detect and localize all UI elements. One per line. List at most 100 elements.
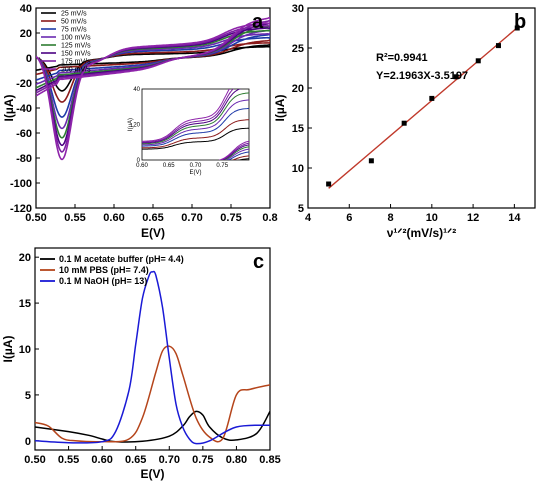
legend-label: 50 mV/s xyxy=(61,19,87,26)
x-tick-label: 4 xyxy=(305,212,312,224)
inset-x-tick: 0.70 xyxy=(190,163,202,169)
legend-label: 25 mV/s xyxy=(61,11,87,18)
panel-b-chart: 4 6 8 10 12 14 5 10 15 20 25 30 ν¹ᐟ²(mV/s)¹ᐟ² I(µA) R²… xyxy=(273,3,536,240)
inset-y-label: I(µA) xyxy=(128,118,134,131)
x-tick-label: 0.8 xyxy=(262,212,277,224)
inset-curve-forward xyxy=(142,99,249,146)
inset-curve-forward xyxy=(142,107,249,147)
x-tick-label: 0.60 xyxy=(91,454,112,466)
data-point xyxy=(368,158,374,164)
legend-label: 100 mV/s xyxy=(61,35,91,42)
data-point xyxy=(475,58,481,64)
inset-curve-forward xyxy=(142,92,249,145)
y-tick-label: 10 xyxy=(292,163,304,175)
panel-letter-b: b xyxy=(514,11,526,33)
x-axis-label: E(V) xyxy=(141,226,165,240)
x-tick-label: 12 xyxy=(467,212,479,224)
legend-label: 0.1 M NaOH (pH= 13) xyxy=(59,276,147,286)
x-tick-label: 0.65 xyxy=(125,454,146,466)
x-tick-label: 0.55 xyxy=(58,454,79,466)
inset-curve-forward xyxy=(142,89,234,143)
y-tick-label: 15 xyxy=(19,298,31,310)
inset-curve-reverse xyxy=(227,151,249,160)
inset-curve-forward xyxy=(142,119,249,149)
x-tick-label: 0.80 xyxy=(226,454,247,466)
y-tick-label: 10 xyxy=(19,344,31,356)
x-tick-label: 0.50 xyxy=(25,212,46,224)
dpv-curve xyxy=(35,270,270,445)
plot-frame xyxy=(307,7,536,209)
data-point xyxy=(401,120,407,126)
inset-x-label: E(V) xyxy=(190,170,202,176)
y-tick-label: 20 xyxy=(20,28,32,40)
y-tick-label: -60 xyxy=(16,128,32,140)
y-axis-label: I(µA) xyxy=(1,336,15,363)
y-tick-label: 5 xyxy=(25,390,31,402)
panel-a-chart: 0.50 0.55 0.60 0.65 0.70 0.75 0.8 40 20 0 -20 -40 -6… xyxy=(2,3,278,240)
dpv-curve xyxy=(35,410,270,443)
y-tick-label: 20 xyxy=(292,83,304,95)
data-point xyxy=(514,25,520,31)
y-axis-label: I(µA) xyxy=(2,95,16,122)
inset-curve-reverse xyxy=(224,148,249,160)
panel-letter-c: c xyxy=(253,251,264,273)
r-squared-annotation: R²=0.9941 xyxy=(376,52,428,64)
inset-x-tick: 0.65 xyxy=(163,163,175,169)
inset-y-tick: 0 xyxy=(137,158,141,164)
data-point xyxy=(453,74,459,80)
x-tick-label: 0.50 xyxy=(24,454,45,466)
y-tick-label: -20 xyxy=(16,78,32,90)
x-tick-label: 0.60 xyxy=(103,212,124,224)
y-tick-label: 20 xyxy=(19,252,31,264)
legend-label: 10 mM PBS (pH= 7.4) xyxy=(59,265,149,275)
legend-label: 0.1 M acetate buffer (pH= 4.4) xyxy=(59,254,184,264)
x-tick-label: 0.65 xyxy=(142,212,163,224)
y-tick-label: -40 xyxy=(16,103,32,115)
y-tick-label: 5 xyxy=(298,203,304,215)
x-axis-label: ν¹ᐟ²(mV/s)¹ᐟ² xyxy=(387,226,457,240)
inset-curve-reverse xyxy=(221,144,249,160)
cv-curve xyxy=(36,16,270,161)
y-tick-label: 30 xyxy=(292,3,304,15)
inset-curve-reverse xyxy=(222,146,249,160)
x-tick-label: 0.70 xyxy=(159,454,180,466)
legend-label: 125 mV/s xyxy=(61,43,91,50)
legend-label: 150 mV/s xyxy=(61,51,91,58)
fit-equation-annotation: Y=2.1963X-3.5197 xyxy=(376,70,468,82)
x-tick-label: 10 xyxy=(426,212,438,224)
y-tick-label: 0 xyxy=(26,53,32,65)
fit-line xyxy=(328,27,518,189)
data-point xyxy=(326,181,332,187)
x-tick-label: 6 xyxy=(346,212,352,224)
x-tick-label: 0.70 xyxy=(181,212,202,224)
y-tick-label: -120 xyxy=(10,203,32,215)
inset-frame xyxy=(141,88,250,161)
y-tick-label: 0 xyxy=(25,436,31,448)
legend-label: 175 mV/s xyxy=(61,59,91,66)
y-tick-label: -80 xyxy=(16,153,32,165)
y-axis-label: I(µA) xyxy=(273,95,287,122)
y-tick-label: 15 xyxy=(292,123,304,135)
panel-c-chart: 0.50 0.55 0.60 0.65 0.70 0.75 0.80 0.85 0 5 10 15 20… xyxy=(1,247,281,481)
inset-curve-forward xyxy=(142,89,242,144)
inset-curve-forward xyxy=(142,127,249,150)
y-tick-label: -100 xyxy=(10,178,32,190)
x-tick-label: 0.75 xyxy=(220,212,241,224)
inset-curve-reverse xyxy=(219,142,249,160)
x-tick-label: 14 xyxy=(508,212,521,224)
inset-x-tick: 0.60 xyxy=(136,163,148,169)
x-tick-label: 0.55 xyxy=(64,212,85,224)
panel-letter-a: a xyxy=(252,11,264,33)
inset-curve-forward xyxy=(142,89,230,142)
inset-bg xyxy=(136,86,253,175)
inset-y-tick: 40 xyxy=(133,87,140,93)
y-tick-label: 25 xyxy=(292,43,304,55)
data-point xyxy=(495,43,501,49)
inset-curve-reverse xyxy=(218,140,249,160)
legend-label: 200 mV/s xyxy=(61,67,91,74)
legend-label: 75 mV/s xyxy=(61,27,87,34)
inset-x-tick: 0.75 xyxy=(216,163,228,169)
x-tick-label: 8 xyxy=(387,212,393,224)
x-tick-label: 0.75 xyxy=(192,454,213,466)
